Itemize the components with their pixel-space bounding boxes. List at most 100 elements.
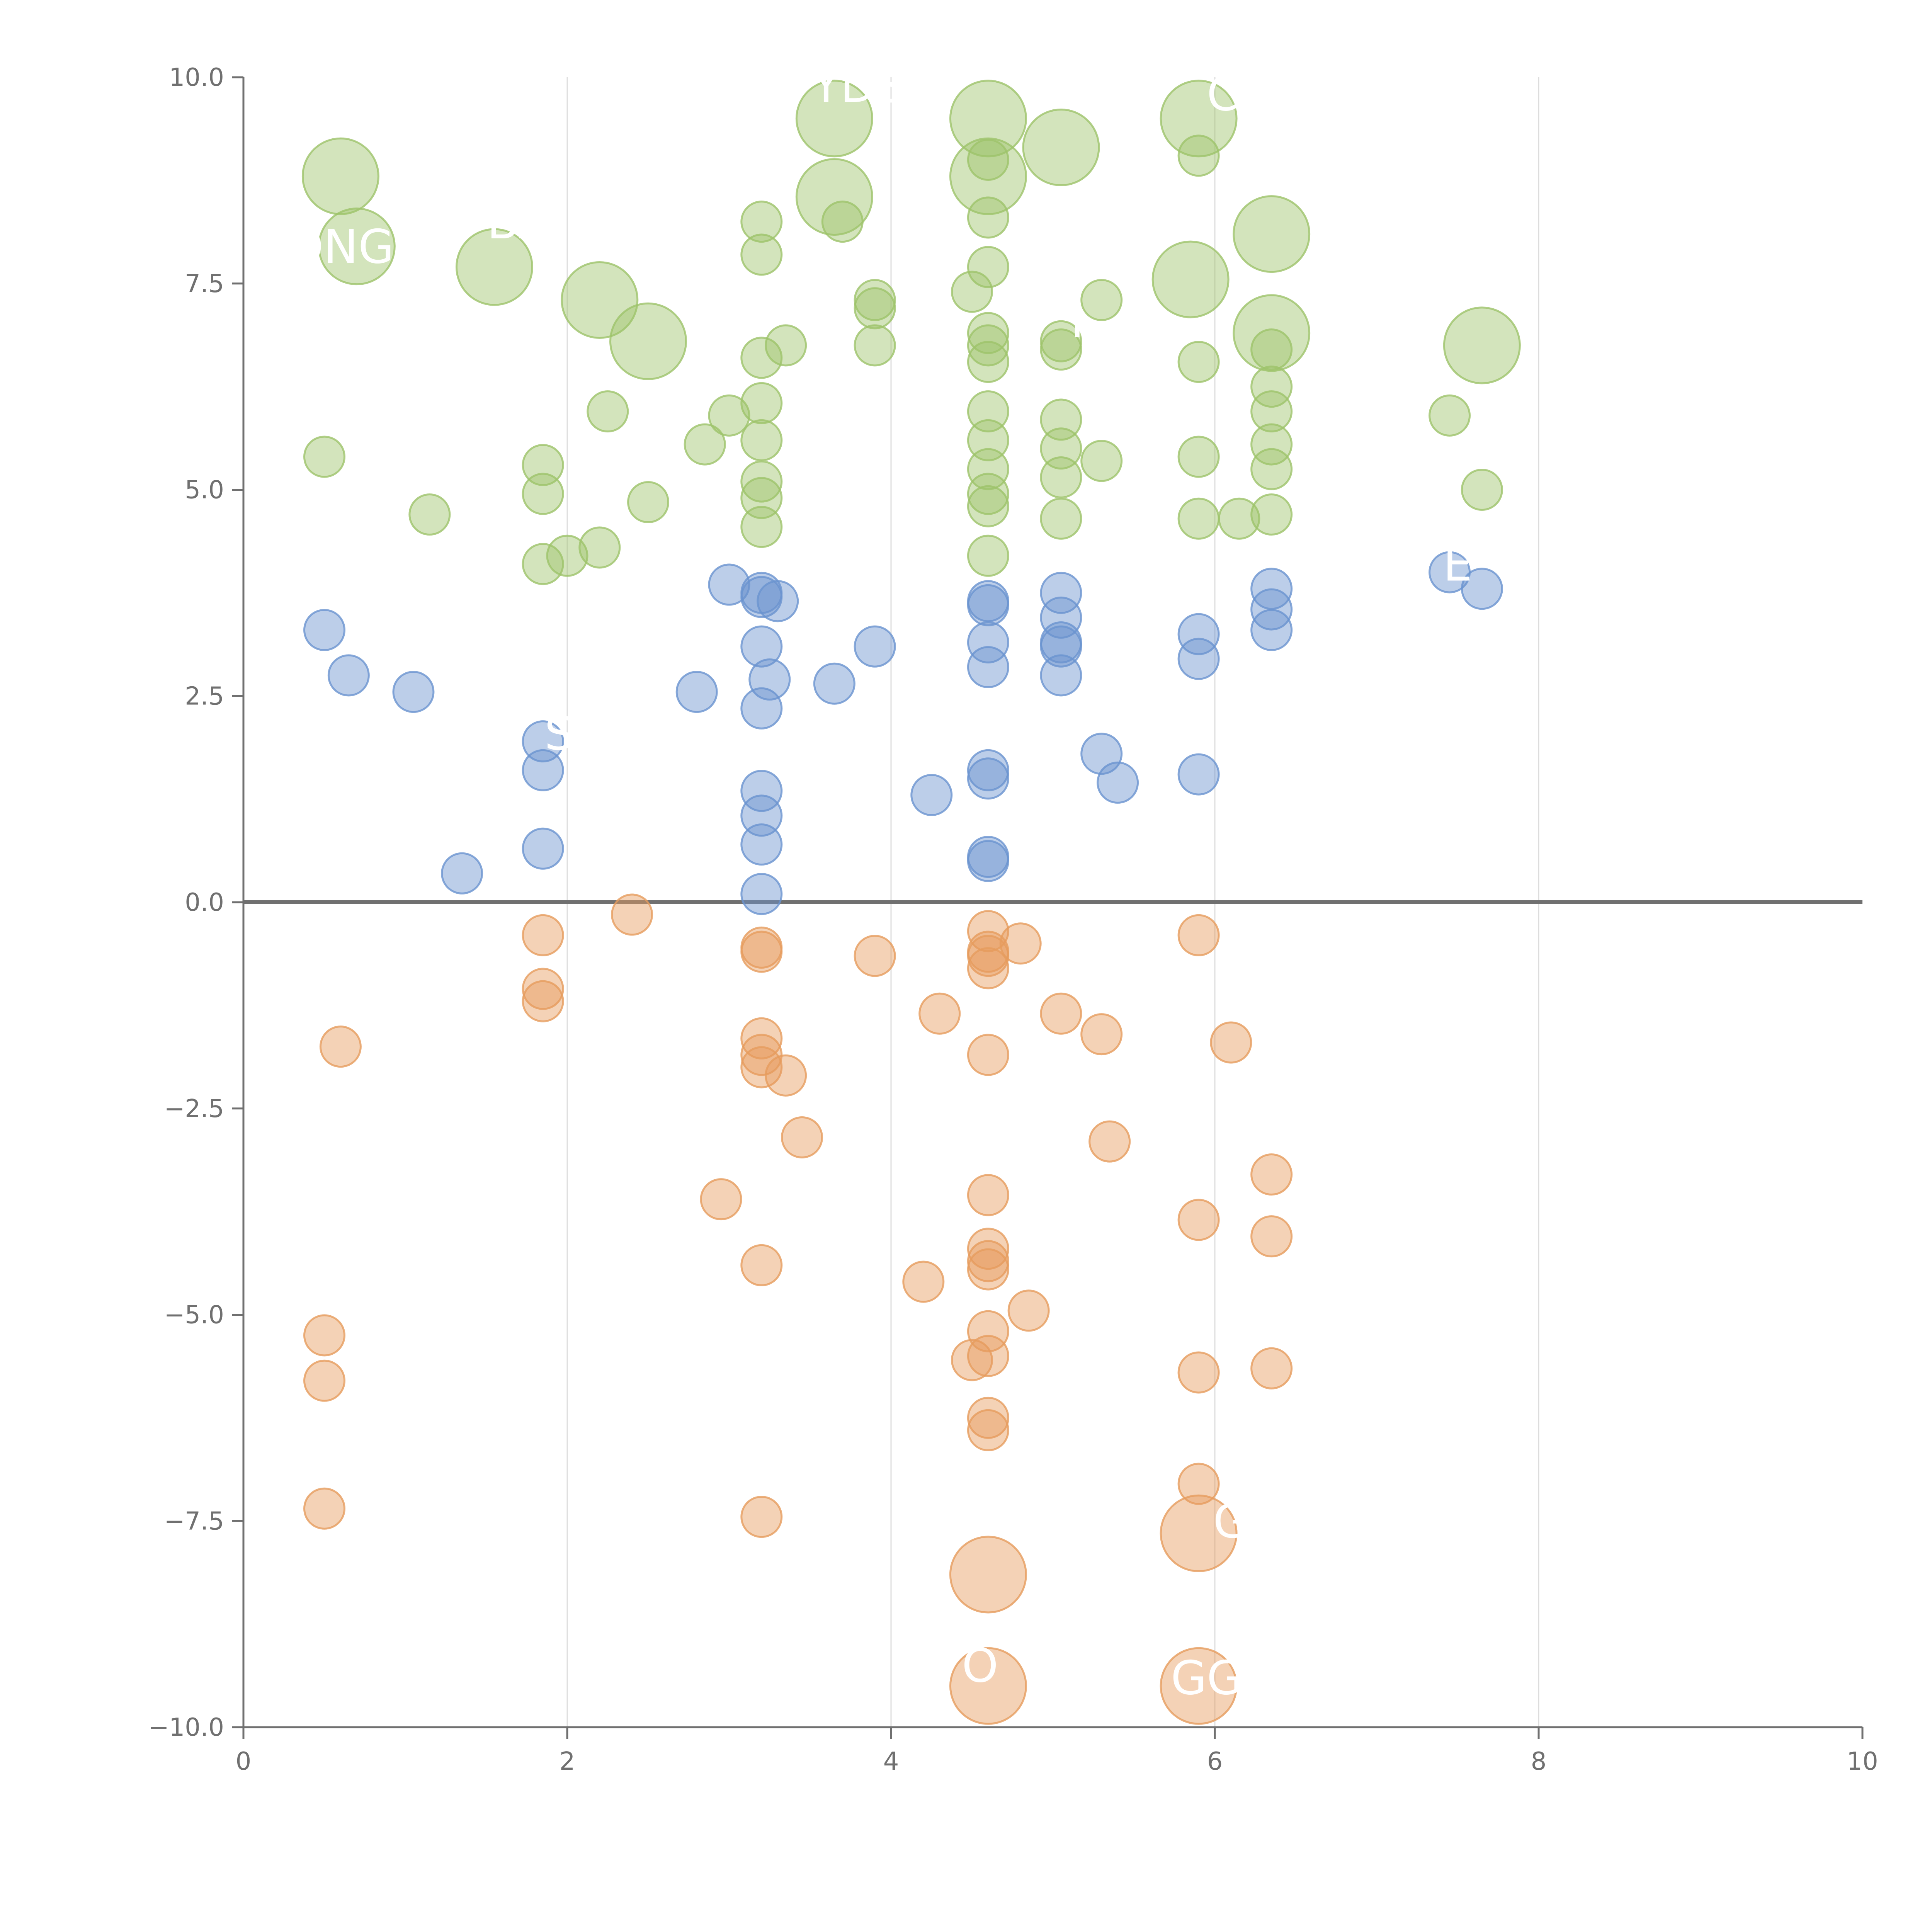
data-point-mid [392,671,435,713]
data-point-mid [740,576,783,618]
data-point-low [967,947,1009,990]
y-tick-label: 2.5 [185,682,224,711]
data-point-mid [327,654,370,697]
data-point-high [609,302,687,380]
data-point-high [740,460,783,503]
data-point-high [740,477,783,519]
x-tick-label: 4 [883,1747,899,1776]
data-point-high [967,448,1009,490]
data-point-high [795,80,873,158]
data-point-high [708,394,750,437]
data-point-high [1160,80,1238,158]
data-point-low [967,1409,1009,1451]
data-point-mid [967,757,1009,800]
data-point-low [1160,1494,1238,1572]
data-point-high [740,233,783,276]
data-point-high [795,158,873,236]
y-tick-label: −2.5 [164,1095,224,1123]
data-point-low [740,1017,783,1060]
data-point-high [627,481,669,524]
data-point-low [781,1116,823,1158]
tick-marks: 0 2 4 6 8 10 −10.0 −7.5 −5.0 −2.5 0.0 2.5 5.0 7.5 10.0 [148,63,1878,1776]
data-point-high [1177,435,1220,478]
y-tick-label: −10.0 [148,1713,224,1742]
data-point-low [611,893,653,936]
data-point-high [1461,469,1503,511]
data-point-high [949,80,1027,158]
data-point-mid [1040,625,1082,668]
data-point-high [522,444,564,486]
data-point-high [854,287,896,330]
data-point-high [740,201,783,243]
data-point-high [1218,497,1260,540]
data-point-low [1250,1215,1293,1258]
point-label: I [1070,295,1084,349]
y-tick-label: 7.5 [185,270,224,298]
data-point-mid [910,774,953,816]
data-point-low [1210,1021,1252,1064]
data-point-high [1250,448,1293,490]
data-points [301,80,1521,1725]
data-point-low [1088,1120,1131,1163]
y-tick-label: −7.5 [164,1507,224,1536]
data-point-high [821,201,864,243]
data-point-high [1040,427,1082,470]
data-point-mid [522,827,564,870]
data-point-high [1040,456,1082,498]
x-tick-label: 0 [236,1747,252,1776]
data-point-mid [522,720,564,763]
data-point-mid [1177,638,1220,680]
data-point-high [1177,341,1220,383]
data-point-mid [757,580,799,622]
data-point-low [1160,1647,1238,1725]
data-point-low [740,1046,783,1088]
data-point-mid [522,749,564,791]
data-point-mid [1177,753,1220,796]
point-label: O [962,1639,998,1693]
data-point-high [587,390,629,433]
point-label: YDS [811,60,905,113]
data-point-low [967,1335,1009,1377]
data-point-mid [748,658,791,701]
data-point-high [522,543,564,585]
data-point-high [1429,394,1471,437]
data-point-mid [1040,596,1082,639]
data-point-mid [740,770,783,812]
data-point-high [546,534,588,577]
data-point-low [967,1248,1009,1291]
data-point-high [967,246,1009,288]
data-point-mid [967,646,1009,689]
point-label: E [1443,538,1473,592]
y-tick-label: 10.0 [169,63,224,92]
data-point-mid [1097,761,1139,804]
data-point-mid [1040,654,1082,697]
data-point-low [700,1178,742,1221]
data-point-mid [967,621,1009,663]
data-point-low [1250,1347,1293,1389]
data-point-low [967,1034,1009,1076]
data-point-low [1177,914,1220,956]
data-point-high [1250,328,1293,371]
data-point-low [902,1260,945,1303]
data-point-high [967,419,1009,461]
data-point-high [967,324,1009,367]
data-point-mid [1250,609,1293,651]
data-point-low [949,1536,1027,1614]
data-point-mid [967,584,1009,626]
data-point-high [1233,195,1311,273]
data-point-high [967,534,1009,577]
point-label: S [544,707,574,761]
data-point-high [408,493,451,536]
data-point-low [303,1359,345,1402]
data-point-high [967,312,1009,354]
data-point-low [522,980,564,1022]
data-point-low [967,1310,1009,1352]
data-point-low [967,1174,1009,1216]
data-point-high [1443,306,1521,384]
point-label: C [1207,68,1239,121]
data-point-low [1040,992,1082,1035]
data-point-high [318,207,396,286]
data-point-high [1022,108,1100,186]
data-point-low [740,930,783,973]
